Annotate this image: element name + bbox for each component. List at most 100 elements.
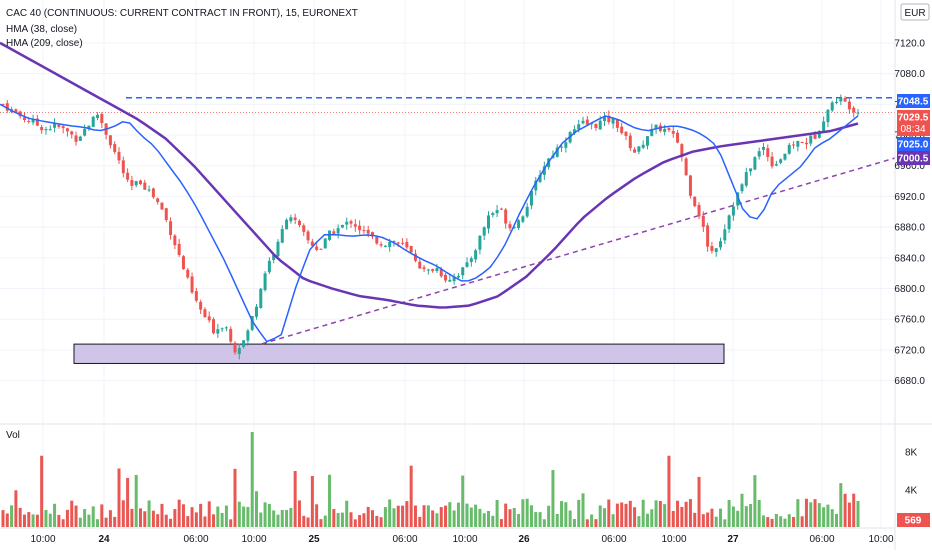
volume-bar[interactable] [362,513,366,527]
candle-body[interactable] [804,142,808,145]
candle-body[interactable] [667,128,671,131]
volume-bar[interactable] [250,432,254,527]
candle-body[interactable] [349,221,353,224]
candle-body[interactable] [572,129,576,134]
candle-body[interactable] [813,134,817,139]
volume-bar[interactable] [242,506,246,527]
volume-bar[interactable] [358,515,362,527]
volume-bar[interactable] [723,519,727,527]
volume-bar[interactable] [813,499,817,527]
candle-body[interactable] [852,107,856,113]
volume-bar[interactable] [667,455,671,527]
volume-bar[interactable] [379,517,383,527]
volume-bar[interactable] [297,500,301,527]
volume-bar[interactable] [444,505,448,527]
candle-body[interactable] [233,342,237,353]
candle-body[interactable] [246,330,250,341]
volume-bar[interactable] [615,503,619,527]
support-zone-box[interactable] [73,343,725,364]
candle-body[interactable] [121,160,125,174]
candle-body[interactable] [452,276,456,282]
candle-body[interactable] [448,279,452,282]
volume-bar[interactable] [207,501,211,527]
candle-body[interactable] [697,204,701,217]
candle-body[interactable] [164,208,168,221]
candle-body[interactable] [774,164,778,166]
volume-bar[interactable] [560,501,564,527]
candle-body[interactable] [783,153,787,160]
volume-bar[interactable] [577,499,581,527]
volume-bar[interactable] [78,517,82,527]
volume-bar[interactable] [529,505,533,527]
candle-body[interactable] [753,157,757,170]
volume-bar[interactable] [156,514,160,527]
candle-body[interactable] [461,267,465,276]
candle-body[interactable] [216,329,220,334]
volume-bar[interactable] [761,515,765,527]
volume-bar[interactable] [482,513,486,527]
volume-bar[interactable] [259,512,263,527]
volume-bar[interactable] [770,518,774,527]
candle-body[interactable] [392,241,396,243]
candle-body[interactable] [633,149,637,153]
candle-body[interactable] [671,131,675,134]
candle-body[interactable] [594,124,598,129]
volume-bar[interactable] [757,500,761,527]
candle-body[interactable] [143,182,147,190]
volume-bar[interactable] [53,503,57,527]
candle-body[interactable] [160,202,164,210]
volume-bar[interactable] [568,510,572,527]
volume-bar[interactable] [138,508,142,527]
volume-bar[interactable] [693,512,697,527]
candle-body[interactable] [706,225,710,247]
volume-bar[interactable] [495,499,499,527]
volume-bar[interactable] [173,509,177,527]
candle-body[interactable] [181,256,185,270]
candle-body[interactable] [340,224,344,228]
candle-body[interactable] [839,97,843,102]
candle-body[interactable] [847,101,851,110]
candle-body[interactable] [491,213,495,216]
candle-body[interactable] [478,235,482,250]
volume-bar[interactable] [594,519,598,527]
candle-body[interactable] [366,229,370,234]
volume-bar[interactable] [645,513,649,527]
candle-body[interactable] [731,206,735,216]
volume-bar[interactable] [525,498,529,527]
volume-bar[interactable] [611,514,615,527]
volume-bar[interactable] [310,476,314,527]
volume-bar[interactable] [246,506,250,527]
volume-bar[interactable] [302,515,306,527]
volume-bar[interactable] [688,499,692,527]
candle-body[interactable] [272,255,276,260]
candle-body[interactable] [250,316,254,330]
volume-bar[interactable] [1,510,5,527]
candle-body[interactable] [126,172,130,180]
volume-bar[interactable] [147,500,151,527]
volume-bar[interactable] [731,506,735,527]
candle-body[interactable] [203,309,207,318]
volume-bar[interactable] [353,519,357,527]
volume-bar[interactable] [409,465,413,527]
candle-body[interactable] [57,124,61,127]
candle-body[interactable] [719,241,723,248]
candle-body[interactable] [542,166,546,175]
candle-body[interactable] [684,158,688,176]
volume-bar[interactable] [388,499,392,527]
candle-body[interactable] [620,126,624,134]
candle-body[interactable] [710,246,714,252]
volume-bar[interactable] [701,514,705,527]
candle-body[interactable] [555,147,559,157]
volume-bar[interactable] [783,518,787,527]
volume-bar[interactable] [852,493,856,527]
volume-bar[interactable] [40,455,44,527]
candle-body[interactable] [27,121,31,123]
volume-bar[interactable] [426,505,430,527]
candle-body[interactable] [856,112,860,114]
candle-body[interactable] [499,208,503,210]
candle-body[interactable] [534,180,538,191]
volume-bar[interactable] [658,501,662,527]
candle-body[interactable] [817,131,821,138]
candle-body[interactable] [5,103,9,111]
volume-bar[interactable] [151,510,155,527]
